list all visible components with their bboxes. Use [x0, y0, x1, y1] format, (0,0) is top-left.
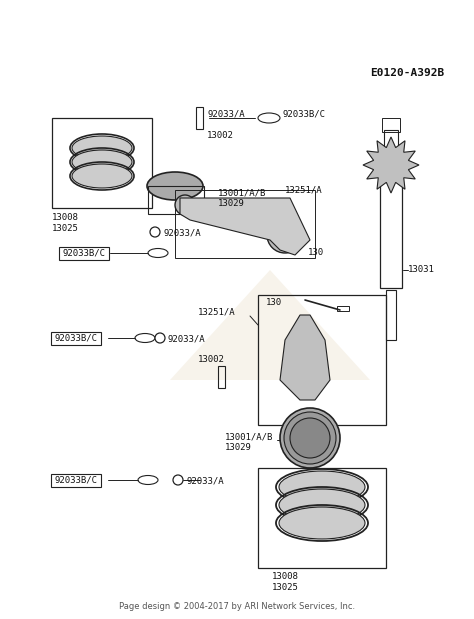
Text: 13251/A: 13251/A	[198, 307, 236, 316]
Text: 13001/A/B
13029: 13001/A/B 13029	[225, 432, 273, 452]
Circle shape	[155, 333, 165, 343]
Ellipse shape	[72, 150, 132, 174]
Text: 13002: 13002	[207, 131, 234, 140]
Bar	[175, 190, 315, 258]
Ellipse shape	[279, 507, 365, 539]
Bar	[52, 118, 152, 208]
Bar	[148, 186, 204, 214]
Circle shape	[290, 418, 330, 458]
Polygon shape	[280, 315, 330, 400]
Circle shape	[173, 475, 183, 485]
Circle shape	[280, 408, 340, 468]
Text: 92033/A: 92033/A	[168, 334, 206, 343]
Bar	[218, 366, 225, 388]
FancyBboxPatch shape	[51, 474, 100, 487]
FancyBboxPatch shape	[51, 332, 100, 345]
Circle shape	[284, 412, 336, 464]
Text: 13031: 13031	[408, 265, 435, 274]
Polygon shape	[170, 270, 370, 380]
Text: 92033/A: 92033/A	[208, 109, 246, 118]
Ellipse shape	[147, 172, 203, 200]
Text: Page design © 2004-2017 by ARI Network Services, Inc.: Page design © 2004-2017 by ARI Network S…	[119, 602, 355, 611]
Text: 92033B/C: 92033B/C	[62, 248, 105, 258]
Text: 13008
13025: 13008 13025	[52, 213, 79, 233]
Ellipse shape	[138, 475, 158, 485]
Ellipse shape	[279, 471, 365, 503]
Circle shape	[150, 227, 160, 237]
Text: 13001/A/B
13029: 13001/A/B 13029	[218, 188, 266, 208]
Ellipse shape	[148, 248, 168, 258]
Circle shape	[175, 195, 195, 215]
Text: 92033/A: 92033/A	[164, 228, 201, 237]
Text: 130: 130	[266, 298, 282, 307]
FancyBboxPatch shape	[59, 246, 109, 259]
Text: E0120-A392B: E0120-A392B	[370, 68, 444, 78]
Text: 92033B/C: 92033B/C	[283, 109, 326, 118]
Text: 92033/A: 92033/A	[187, 476, 225, 485]
Ellipse shape	[135, 334, 155, 342]
Circle shape	[273, 223, 297, 247]
Circle shape	[297, 350, 317, 370]
Text: 92033B/C: 92033B/C	[55, 334, 97, 342]
Bar	[258, 468, 386, 568]
Ellipse shape	[72, 164, 132, 188]
Bar	[258, 295, 386, 425]
Text: 13002: 13002	[198, 355, 225, 364]
Circle shape	[267, 217, 303, 253]
Text: 130: 130	[308, 248, 324, 257]
Text: 13008
13025: 13008 13025	[272, 572, 299, 592]
Text: 92033B/C: 92033B/C	[55, 475, 97, 485]
Bar	[196, 107, 203, 129]
Bar	[384, 130, 398, 148]
Bar	[337, 306, 349, 311]
Ellipse shape	[258, 113, 280, 123]
Ellipse shape	[72, 136, 132, 160]
Bar	[386, 290, 396, 340]
Polygon shape	[180, 198, 310, 255]
Ellipse shape	[279, 489, 365, 521]
Bar	[380, 148, 402, 288]
Bar	[382, 118, 400, 132]
Text: 13251/A: 13251/A	[285, 185, 323, 194]
Circle shape	[291, 344, 323, 376]
Polygon shape	[363, 137, 419, 193]
